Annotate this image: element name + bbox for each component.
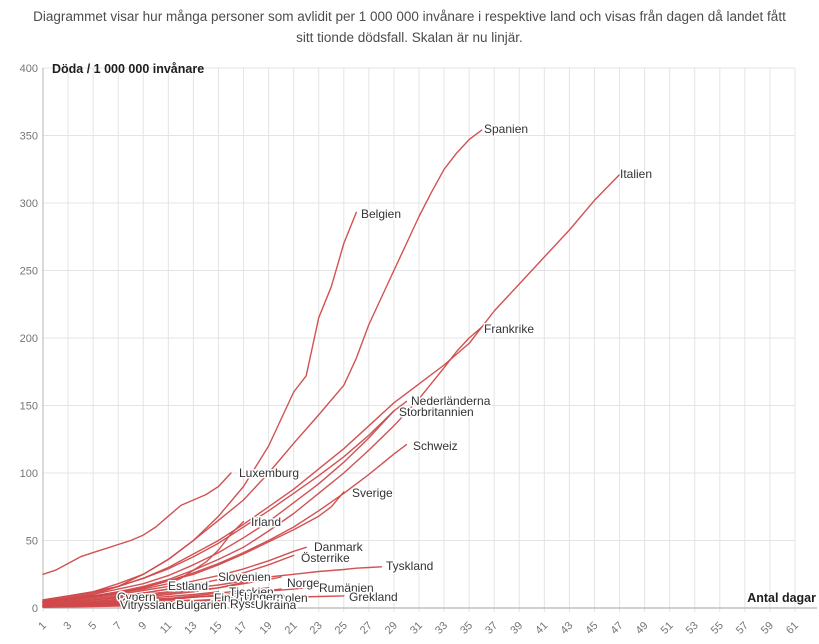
series-label-ungern: Ungern — [244, 590, 283, 604]
x-tick-label: 47 — [609, 620, 626, 637]
series-label-storbritannien: Storbritannien — [399, 405, 474, 419]
series-line-cypern — [42, 591, 220, 606]
x-tick-label: 19 — [258, 620, 275, 637]
x-tick-label: 37 — [483, 620, 500, 637]
x-tick-label: 57 — [734, 620, 751, 637]
x-tick-label: 27 — [358, 620, 375, 637]
series-line-norge — [42, 576, 282, 604]
x-tick-label: 25 — [333, 620, 350, 637]
series-line-estland — [42, 581, 207, 604]
series-line-nederländerna — [42, 400, 408, 601]
y-tick-label: 50 — [26, 536, 38, 548]
series-line-italien — [42, 173, 621, 602]
x-tick-label: 21 — [283, 620, 300, 637]
series-line-ukraina — [42, 600, 232, 608]
series-label-polen: Polen — [277, 591, 308, 605]
x-tick-label: 59 — [759, 620, 776, 637]
series-label-slovenien: Slovenien — [218, 570, 271, 584]
series-label-tyskland: Tyskland — [386, 559, 433, 573]
x-tick-label: 43 — [558, 620, 575, 637]
x-tick-label: 23 — [308, 620, 325, 637]
series-label-danmark: Danmark — [314, 540, 364, 554]
series-label-frankrike: Frankrike — [484, 322, 534, 336]
series-line-irland — [42, 520, 245, 602]
x-axis-title: Antal dagar — [747, 591, 816, 605]
series-label-tjeckien: Tjeckien — [229, 585, 274, 599]
series-label-italien: Italien — [620, 167, 652, 181]
x-tick-label: 17 — [233, 620, 250, 637]
x-tick-label: 1 — [36, 620, 49, 633]
y-tick-label: 100 — [20, 468, 38, 480]
series-line-storbritannien — [42, 410, 395, 602]
y-tick-label: 0 — [32, 603, 38, 615]
series-label-cypern: Cypern — [117, 590, 156, 604]
series-label-nederländerna: Nederländerna — [411, 394, 491, 408]
x-tick-label: 9 — [137, 620, 150, 633]
x-tick-label: 29 — [383, 620, 400, 637]
x-tick-label: 53 — [684, 620, 701, 637]
x-tick-label: 5 — [86, 620, 99, 633]
series-label-norge: Norge — [287, 576, 320, 590]
series-line-bulgarien — [42, 597, 232, 607]
series-label-sverige: Sverige — [352, 486, 393, 500]
x-tick-label: 3 — [61, 620, 74, 633]
series-label-ukraina: Ukraina — [255, 598, 297, 612]
x-tick-label: 33 — [433, 620, 450, 637]
x-tick-label: 61 — [784, 620, 801, 637]
x-tick-label: 41 — [533, 620, 550, 637]
series-label-schweiz: Schweiz — [413, 439, 458, 453]
series-label-estland: Estland — [168, 579, 208, 593]
series-label-rumänien: Rumänien — [319, 581, 374, 595]
x-tick-label: 55 — [709, 620, 726, 637]
x-tick-label: 39 — [508, 620, 525, 637]
x-tick-label: 13 — [182, 620, 199, 637]
series-label-spanien: Spanien — [484, 122, 528, 136]
series-line-belgien — [42, 211, 357, 601]
chart-title: Diagrammet visar hur många personer som … — [33, 9, 786, 45]
series-label-österrike: Österrike — [301, 551, 350, 565]
series-line-luxemburg — [42, 472, 232, 575]
y-tick-label: 400 — [20, 63, 38, 75]
x-tick-label: 49 — [634, 620, 651, 637]
series-line-spanien — [42, 129, 483, 604]
series-label-ryssland: Ryssland — [230, 597, 279, 611]
series-label-finland: Finland — [214, 591, 253, 605]
y-tick-label: 200 — [20, 333, 38, 345]
x-tick-label: 51 — [659, 620, 676, 637]
y-axis-title: Döda / 1 000 000 invånare — [52, 62, 205, 76]
x-tick-label: 45 — [583, 620, 600, 637]
x-tick-label: 7 — [112, 620, 125, 633]
series-label-grekland: Grekland — [349, 590, 398, 604]
x-tick-label: 15 — [207, 620, 224, 637]
series-label-bulgarien: Bulgarien — [176, 598, 227, 612]
y-tick-label: 300 — [20, 198, 38, 210]
series-label-vitryssland: Vitryssland — [120, 598, 178, 612]
series-line-danmark — [42, 546, 307, 604]
x-tick-label: 35 — [458, 620, 475, 637]
series-label-luxemburg: Luxemburg — [239, 466, 299, 480]
series-label-irland: Irland — [251, 515, 281, 529]
y-tick-label: 250 — [20, 266, 38, 278]
series-label-belgien: Belgien — [361, 207, 401, 221]
y-tick-label: 350 — [20, 131, 38, 143]
x-tick-label: 31 — [408, 620, 425, 637]
x-tick-label: 11 — [158, 620, 175, 637]
y-tick-label: 150 — [20, 401, 38, 413]
